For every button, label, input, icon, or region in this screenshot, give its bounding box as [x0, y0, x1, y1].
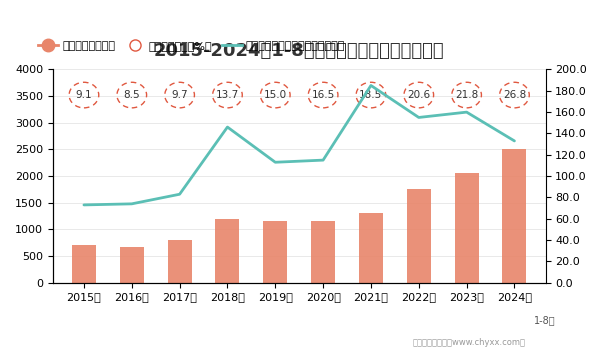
Text: 9.7: 9.7	[172, 90, 188, 100]
Bar	[359, 214, 383, 283]
Bar	[216, 219, 240, 283]
Bar	[167, 240, 191, 283]
Bar	[503, 150, 526, 283]
Text: 9.1: 9.1	[76, 90, 92, 100]
Bar	[407, 189, 430, 283]
Text: 18.5: 18.5	[359, 90, 382, 100]
Text: 8.5: 8.5	[123, 90, 140, 100]
Title: 2015-2024年1-8月食品制造业亏损企业统计图: 2015-2024年1-8月食品制造业亏损企业统计图	[154, 42, 444, 59]
Text: 20.6: 20.6	[407, 90, 430, 100]
Text: 1-8月: 1-8月	[534, 315, 556, 325]
Bar	[311, 221, 335, 283]
Text: 15.0: 15.0	[264, 90, 287, 100]
Bar	[120, 247, 144, 283]
Text: 制图：智研咨询（www.chyxx.com）: 制图：智研咨询（www.chyxx.com）	[413, 338, 526, 347]
Bar	[72, 245, 96, 283]
Legend: 亏损企业数（个）, 亏损企业占比（%）, 亏损企业亏损总额累计值（亿元）: 亏损企业数（个）, 亏损企业占比（%）, 亏损企业亏损总额累计值（亿元）	[34, 37, 350, 56]
Text: 13.7: 13.7	[216, 90, 239, 100]
Bar	[263, 221, 287, 283]
Text: 21.8: 21.8	[455, 90, 478, 100]
Bar	[455, 173, 479, 283]
Text: 16.5: 16.5	[311, 90, 335, 100]
Text: 26.8: 26.8	[503, 90, 526, 100]
